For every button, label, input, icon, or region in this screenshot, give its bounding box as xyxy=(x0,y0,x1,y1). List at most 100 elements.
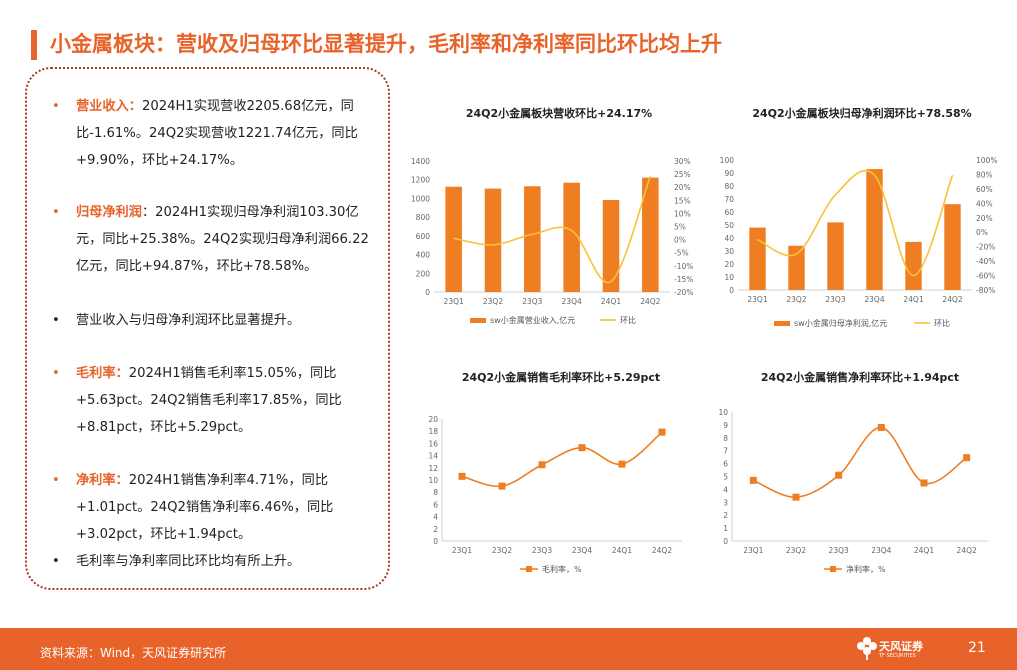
x-tick: 23Q1 xyxy=(444,297,464,306)
y-tick-left: 70 xyxy=(724,195,734,204)
y-tick: 3 xyxy=(723,498,728,507)
y-tick-right: 25% xyxy=(674,170,691,179)
y-tick-right: 15% xyxy=(674,196,691,205)
data-point xyxy=(538,461,546,469)
y-tick: 12 xyxy=(428,464,438,473)
y-tick-right: 0% xyxy=(976,228,988,237)
x-tick: 23Q3 xyxy=(532,546,552,555)
y-tick: 10 xyxy=(718,408,728,417)
bar xyxy=(749,227,766,290)
title-accent-bar xyxy=(31,30,37,60)
y-tick-right: -20% xyxy=(674,288,693,297)
y-tick: 18 xyxy=(428,427,438,436)
y-tick-left: 50 xyxy=(724,221,734,230)
legend-swatch-marker xyxy=(830,566,836,572)
bullet-dot: • xyxy=(52,205,60,220)
chart-net-margin: 24Q2小金属销售净利率环比+1.94pct 0 1 2 3 4 5 6 7 8 9 10 23Q1 23… xyxy=(712,360,1008,582)
y-tick-left: 1000 xyxy=(411,194,430,203)
logo-text-cn: 天风证券 xyxy=(879,640,923,653)
y-tick-left: 400 xyxy=(416,251,431,260)
chart-revenue-svg: 24Q2小金属板块营收环比+24.17% 0 200 400 600 800 1000 120… xyxy=(411,106,693,325)
flower-icon xyxy=(857,637,877,660)
bar xyxy=(866,169,883,290)
data-point xyxy=(458,472,466,480)
y-tick-right: 30% xyxy=(674,157,691,166)
data-point xyxy=(792,493,800,501)
y-tick-right: 20% xyxy=(674,183,691,192)
y-tick-left: 800 xyxy=(416,213,431,222)
y-tick-left: 80 xyxy=(724,182,734,191)
bar xyxy=(905,241,922,290)
series-line xyxy=(461,431,663,488)
x-tick: 24Q2 xyxy=(957,546,977,555)
x-tick: 23Q2 xyxy=(492,546,512,555)
y-tick-right: -15% xyxy=(674,275,693,284)
y-tick: 2 xyxy=(433,525,438,534)
bullet-text: 2024H1销售毛利率15.05%，同比+5.63pct。24Q2销售毛利率17… xyxy=(76,366,342,435)
y-tick-right: 100% xyxy=(976,156,997,165)
bar xyxy=(788,245,805,290)
bullet-dot: • xyxy=(52,99,60,114)
chart-revenue: 24Q2小金属板块营收环比+24.17% 0 200 400 600 800 1000 120… xyxy=(410,95,708,335)
bullet-key: 净利率： xyxy=(76,473,129,488)
bullet-net-profit: • 归母净利润：2024H1实现归母净利润103.30亿元，同比+25.38%。… xyxy=(52,199,374,280)
legend-label: 环比 xyxy=(620,315,636,325)
chart-gross-margin-svg: 24Q2小金属销售毛利率环比+5.29pct 0 2 4 6 8 10 12 14 16 18 20 2… xyxy=(428,370,682,574)
logo-text-en: TF SECURITIES xyxy=(879,653,916,659)
chart-title: 24Q2小金属销售净利率环比+1.94pct xyxy=(761,370,959,384)
y-tick-left: 20 xyxy=(724,260,734,269)
bullet-dot: • xyxy=(52,554,60,569)
bar xyxy=(445,186,462,292)
source-note: 资料来源：Wind，天风证券研究所 xyxy=(40,646,227,660)
y-tick: 7 xyxy=(723,447,728,456)
bar xyxy=(602,200,620,292)
y-tick-left: 60 xyxy=(724,208,734,217)
x-tick: 24Q2 xyxy=(640,297,660,306)
x-tick: 23Q4 xyxy=(572,546,592,555)
bullet-key: 营业收入： xyxy=(76,99,142,114)
legend-label: 环比 xyxy=(934,318,950,328)
y-tick-right: -80% xyxy=(976,286,995,295)
bar xyxy=(642,177,659,292)
bullet-text: 2024H1销售净利率4.71%，同比+1.01pct。24Q2销售净利率6.4… xyxy=(76,473,334,542)
data-point xyxy=(578,444,586,452)
y-tick: 4 xyxy=(433,513,438,522)
series-line xyxy=(757,169,954,277)
y-tick-left: 100 xyxy=(720,156,735,165)
x-tick: 24Q1 xyxy=(903,295,923,304)
y-tick: 1 xyxy=(723,524,728,533)
bullet-dot: • xyxy=(52,366,60,381)
y-tick-right: 20% xyxy=(976,214,993,223)
page-number: 21 xyxy=(968,640,986,656)
bullet-dot: • xyxy=(52,473,60,488)
y-tick: 0 xyxy=(723,537,728,546)
y-tick-left: 1200 xyxy=(411,176,430,185)
bar xyxy=(524,186,541,292)
footer-bar: 资料来源：Wind，天风证券研究所 天风证券 TF SECURITIES 21 xyxy=(0,628,1017,670)
legend-label: sw小金属归母净利润,亿元 xyxy=(794,318,887,328)
y-tick: 9 xyxy=(723,421,728,430)
y-tick-right: 5% xyxy=(674,223,686,232)
y-tick: 16 xyxy=(428,439,438,448)
legend-swatch-bar xyxy=(470,318,486,323)
chart-gross-margin: 24Q2小金属销售毛利率环比+5.29pct 0 2 4 6 8 10 12 14 16 18 20 2… xyxy=(422,360,700,582)
x-tick: 24Q2 xyxy=(652,546,672,555)
bullet-net-margin: • 净利率：2024H1销售净利率4.71%，同比+1.01pct。24Q2销售… xyxy=(52,467,374,548)
y-tick-right: -5% xyxy=(674,249,689,258)
y-tick-right: -10% xyxy=(674,262,693,271)
y-tick: 10 xyxy=(428,476,438,485)
x-tick: 23Q4 xyxy=(864,295,884,304)
y-tick-left: 0 xyxy=(425,288,430,297)
y-tick-right: -20% xyxy=(976,243,995,252)
series-line xyxy=(753,426,968,498)
y-tick: 5 xyxy=(723,473,728,482)
data-point xyxy=(963,454,971,462)
x-tick: 23Q3 xyxy=(829,546,849,555)
x-tick: 23Q2 xyxy=(483,297,503,306)
chart-title: 24Q2小金属板块营收环比+24.17% xyxy=(466,106,652,120)
y-tick-right: 60% xyxy=(976,185,993,194)
y-tick: 0 xyxy=(433,537,438,546)
y-tick-right: 10% xyxy=(674,209,691,218)
y-tick-left: 1400 xyxy=(411,157,430,166)
legend-swatch-bar xyxy=(774,321,790,326)
